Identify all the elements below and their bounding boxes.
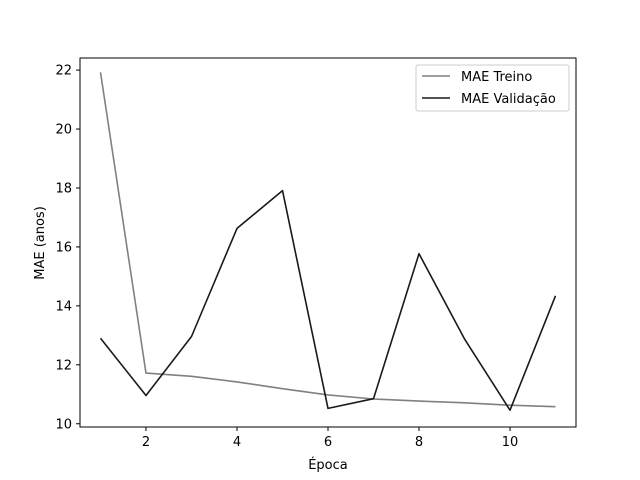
legend-box [415, 64, 570, 112]
legend: MAE Treino MAE Validação [415, 64, 570, 112]
x-axis: 2 4 6 8 10 [142, 427, 518, 450]
x-tick-label: 2 [142, 435, 150, 450]
y-tick-label: 22 [55, 64, 72, 79]
y-tick-label: 14 [55, 299, 72, 314]
x-tick-label: 6 [324, 435, 332, 450]
y-tick-label: 12 [55, 358, 72, 373]
series-line-1 [99, 72, 556, 408]
x-tick-label: 10 [502, 435, 519, 450]
y-tick-label: 18 [55, 181, 72, 196]
legend-label-1: MAE Treino [461, 70, 532, 85]
y-tick-label: 10 [55, 417, 72, 432]
y-axis: 10 12 14 16 18 20 22 [55, 64, 80, 432]
y-tick-label: 16 [55, 240, 72, 255]
y-axis-label: MAE (anos) [33, 206, 48, 280]
x-axis-label: Época [308, 457, 348, 473]
y-tick-label: 20 [55, 123, 72, 138]
x-tick-label: 4 [233, 435, 241, 450]
x-tick-label: 8 [415, 435, 423, 450]
legend-label-2: MAE Validação [461, 92, 556, 107]
series-layer [99, 72, 557, 412]
series-line-2 [99, 189, 557, 412]
